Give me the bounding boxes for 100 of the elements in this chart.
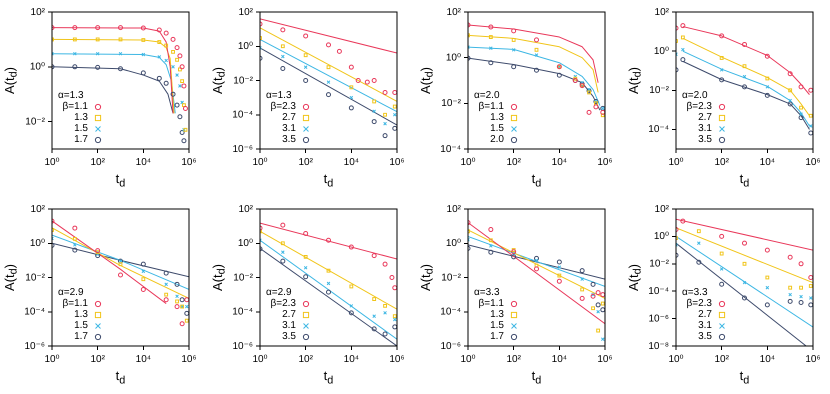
legend-label: 1.5 <box>73 123 88 134</box>
y-tick-label: 10⁻² <box>649 85 670 96</box>
legend-title: α=2.0 <box>682 90 709 101</box>
legend-label: 1.7 <box>489 331 504 342</box>
legend-label: 2.7 <box>697 112 712 123</box>
legend-label: 1.5 <box>489 320 504 331</box>
x-axis-title: t$_{d}$ <box>530 171 542 190</box>
x-axis-title: t$_{d}$ <box>738 171 750 190</box>
x-tick-label: 10⁰ <box>668 156 684 168</box>
x-tick-label: 10⁶ <box>389 156 405 168</box>
legend-title: α=2.9 <box>58 287 85 298</box>
x-tick-label: 10² <box>714 156 730 168</box>
legend-label: β=2.3 <box>686 101 712 112</box>
y-tick-label: 10⁻⁶ <box>232 340 253 352</box>
x-tick-label: 10⁶ <box>597 354 613 365</box>
legend-label: β=1.1 <box>62 101 88 112</box>
x-tick-label: 10⁴ <box>136 156 152 168</box>
legend-label: 3.1 <box>697 123 712 134</box>
legend-label: 1.5 <box>489 123 504 134</box>
y-tick-label: 10² <box>238 6 254 18</box>
x-tick-label: 10² <box>506 354 522 365</box>
x-tick-label: 10⁰ <box>668 354 684 365</box>
x-axis-title: t$_{d}$ <box>738 368 750 387</box>
legend-label: 3.5 <box>697 331 712 342</box>
x-tick-label: 10⁴ <box>760 156 776 168</box>
legend-label: 1.3 <box>73 112 88 123</box>
legend-label: 1.5 <box>73 320 88 331</box>
x-tick-label: 10⁶ <box>805 354 821 365</box>
y-tick-label: 10⁻² <box>233 75 254 86</box>
x-tick-label: 10² <box>90 156 106 168</box>
y-tick-label: 10⁰ <box>238 41 253 52</box>
x-tick-label: 10⁶ <box>597 156 613 168</box>
y-tick-label: 10⁰ <box>654 231 669 242</box>
y-tick-label: 10⁰ <box>30 62 45 73</box>
legend-label: 3.5 <box>697 134 712 145</box>
x-tick-label: 10² <box>298 156 314 168</box>
x-tick-label: 10⁰ <box>44 156 60 168</box>
y-tick-label: 10⁻² <box>25 272 46 284</box>
legend-label: 3.1 <box>281 123 296 134</box>
legend-label: 3.1 <box>697 320 712 331</box>
x-tick-label: 10⁰ <box>44 354 60 365</box>
x-tick-label: 10⁶ <box>181 156 197 168</box>
x-tick-label: 10⁰ <box>460 156 476 168</box>
x-axis-title: t$_{d}$ <box>322 171 334 190</box>
y-tick-label: 10⁻² <box>233 272 254 284</box>
x-tick-label: 10⁴ <box>344 354 360 365</box>
legend-title: α=3.3 <box>474 287 501 298</box>
y-tick-label: 10⁻² <box>649 258 670 270</box>
y-tick-label: 10⁻⁴ <box>648 124 669 136</box>
x-axis-title: t$_{d}$ <box>322 368 334 387</box>
x-tick-label: 10⁶ <box>805 156 821 168</box>
y-tick-label: 10⁻⁴ <box>24 306 45 318</box>
y-tick-label: 10⁻² <box>25 116 46 128</box>
y-tick-label: 10⁻⁴ <box>232 306 253 318</box>
y-tick-label: 10⁻⁶ <box>440 340 461 352</box>
x-tick-label: 10⁴ <box>136 354 152 365</box>
legend-label: β=1.1 <box>478 298 504 309</box>
x-tick-label: 10⁰ <box>252 354 268 365</box>
legend-label: 2.7 <box>281 309 296 320</box>
legend-title: α=2.0 <box>474 90 501 101</box>
x-tick-label: 10⁴ <box>552 354 568 365</box>
x-tick-label: 10⁶ <box>389 354 405 365</box>
legend-label: 3.1 <box>281 320 296 331</box>
legend-label: β=2.3 <box>270 298 296 309</box>
legend-label: 3.5 <box>281 134 296 145</box>
legend-label: 2.0 <box>489 134 504 145</box>
y-tick-label: 10² <box>446 204 462 215</box>
legend-label: 1.3 <box>489 112 504 123</box>
y-tick-label: 10⁻⁴ <box>232 110 253 120</box>
legend-label: β=2.3 <box>686 298 712 309</box>
y-tick-label: 10⁻⁴ <box>440 144 461 155</box>
x-tick-label: 10² <box>714 354 730 365</box>
legend-label: β=1.1 <box>478 101 504 112</box>
legend-label: 2.7 <box>281 112 296 123</box>
legend-label: 3.5 <box>281 331 296 342</box>
x-axis-title: t$_{d}$ <box>114 171 126 190</box>
y-tick-label: 10⁻⁴ <box>440 306 461 318</box>
x-tick-label: 10⁴ <box>552 156 568 168</box>
legend-title: α=1.3 <box>266 90 293 101</box>
legend-label: 2.7 <box>697 309 712 320</box>
y-tick-label: 10² <box>654 6 670 18</box>
legend-label: β=1.1 <box>62 298 88 309</box>
x-axis-title: t$_{d}$ <box>530 368 542 387</box>
legend-label: β=2.3 <box>270 101 296 112</box>
x-tick-label: 10⁴ <box>760 354 776 365</box>
y-tick-label: 10⁻² <box>441 272 462 284</box>
y-tick-label: 10⁰ <box>446 52 461 64</box>
x-axis-title: t$_{d}$ <box>114 368 126 387</box>
x-tick-label: 10⁰ <box>252 156 268 168</box>
legend-label: 1.3 <box>489 309 504 320</box>
y-tick-label: 10⁰ <box>238 238 253 249</box>
y-tick-label: 10² <box>30 204 46 215</box>
legend-label: 1.3 <box>73 309 88 320</box>
x-tick-label: 10² <box>506 156 522 168</box>
x-tick-label: 10² <box>298 354 314 365</box>
legend-label: 1.7 <box>73 134 88 145</box>
y-tick-label: 10⁻² <box>441 98 462 110</box>
legend-title: α=2.9 <box>266 287 293 298</box>
y-tick-label: 10² <box>654 204 670 215</box>
y-tick-label: 10⁻⁶ <box>232 144 253 155</box>
